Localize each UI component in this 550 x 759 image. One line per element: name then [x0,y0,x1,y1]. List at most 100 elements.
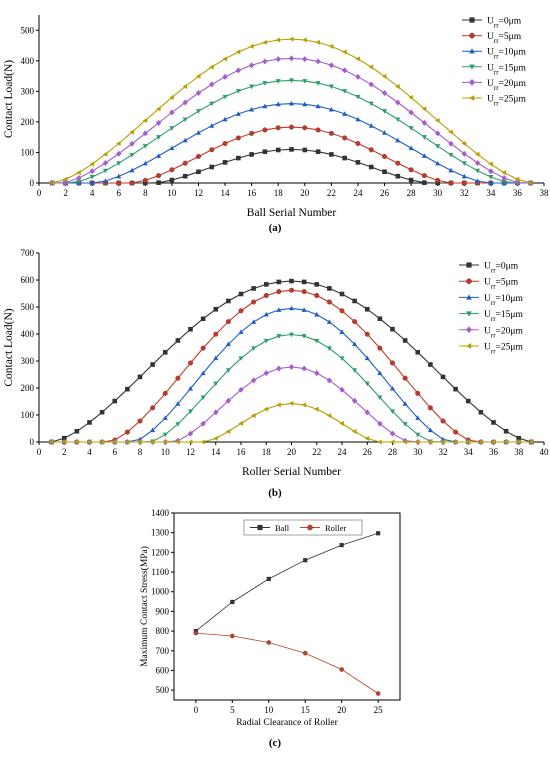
legend: Urr=0μm Urr=5μm Urr=10μm Urr=15μm Urr=20μm Ur… [455,257,539,359]
data-point [408,177,414,183]
x-tick-label: 36 [513,188,523,198]
data-point [465,439,471,445]
y-tick-label: 200 [21,117,35,127]
data-point [402,375,408,381]
y-tick-label: 0 [30,437,35,447]
series-0 [49,278,534,445]
data-point [465,398,471,404]
data-point [339,667,344,672]
data-point [263,370,269,377]
y-tick-label: 800 [156,626,170,636]
data-point [200,439,206,445]
x-tick-label: 8 [143,188,148,198]
data-point [137,439,142,445]
data-point [142,130,148,137]
series-line [51,402,532,443]
data-point [162,350,168,355]
y-tick-label: 400 [21,329,35,339]
data-point [86,439,92,445]
y-tick-label: 1400 [151,508,170,518]
data-point [262,39,267,45]
data-point [339,420,344,426]
data-point [382,169,387,175]
data-point [200,370,206,376]
data-point [342,155,347,161]
data-point [116,173,122,179]
y-tick-label: 100 [21,147,35,157]
data-point [288,100,295,106]
data-point [182,173,188,179]
data-point [266,576,271,582]
legend-label: Urr=20μm [484,326,523,339]
x-tick-label: 14 [221,188,231,198]
data-point [187,439,193,445]
legend-label: Urr=15μm [487,63,526,76]
data-point [222,94,228,100]
data-point [528,180,533,186]
data-point [276,334,282,339]
y-tick-label: 900 [156,606,170,616]
y-tick-label: 200 [21,383,35,393]
data-point [364,381,370,387]
data-point [213,306,219,312]
y-tick-label: 500 [21,302,35,312]
x-tick-label: 0 [37,188,42,198]
y-tick-label: 100 [21,410,35,420]
data-point [175,401,181,406]
data-point [408,167,414,173]
data-point [213,435,218,441]
data-point [196,169,201,175]
data-point [421,135,427,140]
data-point [275,56,281,63]
y-tick-label: 500 [156,685,170,695]
data-point [102,160,109,167]
data-point [288,305,295,311]
data-point [415,415,421,420]
data-point [175,439,180,445]
y-tick-label: 400 [21,56,35,66]
legend-label: Urr=5μm [487,32,522,45]
legend-marker [307,524,313,531]
data-point [288,36,294,42]
data-point [435,160,441,166]
data-point [209,101,215,107]
data-point [193,630,199,636]
data-point [76,179,82,185]
data-point [116,150,122,157]
data-point [187,430,194,437]
data-point [116,140,121,147]
legend-label: Urr=0μm [484,262,519,275]
data-point [448,180,454,186]
data-point [230,633,235,639]
data-point [129,140,135,147]
y-tick-label: 500 [21,25,35,35]
data-point [175,422,181,427]
legend-label: Urr=10μm [487,48,526,61]
x-tick-label: 38 [514,447,524,457]
data-point [389,439,395,445]
x-tick-label: 0 [37,447,42,457]
data-point [514,176,520,182]
data-point [402,439,408,445]
legend-marker [257,524,263,531]
data-point [364,331,370,337]
data-point [421,106,427,112]
data-point [461,180,467,186]
data-point [342,111,348,116]
data-point [314,338,320,344]
data-point [275,125,281,131]
data-point [339,542,344,548]
data-point [453,429,459,435]
data-point [381,109,388,114]
data-point [288,78,295,84]
data-point [89,161,95,167]
series-4 [49,55,534,186]
data-point [87,420,92,425]
data-point [99,439,105,445]
data-point [315,81,321,86]
series-0 [49,147,534,186]
data-point [448,140,454,147]
legend-label: Roller [325,523,346,533]
data-point [315,149,321,154]
data-point [156,173,162,179]
